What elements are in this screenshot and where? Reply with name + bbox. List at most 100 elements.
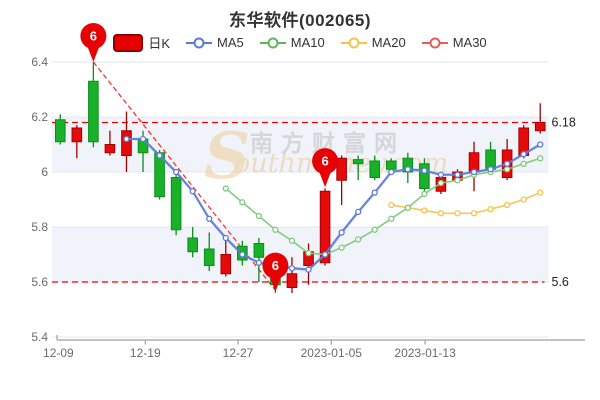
candle-body [534, 122, 546, 132]
ma-marker [470, 210, 478, 217]
ma-marker [437, 179, 445, 187]
y-axis-label: 5.6 [31, 275, 48, 289]
ma-marker [503, 166, 511, 173]
ma-marker [239, 199, 246, 206]
ma-marker [520, 160, 527, 167]
legend-label: MA5 [217, 35, 244, 50]
candle [170, 172, 182, 236]
ma-line-ma20 [388, 189, 544, 217]
ma-marker [388, 215, 395, 222]
candle-body [88, 80, 99, 143]
ma-marker [123, 135, 130, 143]
candle-body [385, 160, 397, 170]
candle-body [336, 157, 347, 181]
legend-item-kK[interactable]: 日K [113, 33, 170, 52]
candle-series [54, 62, 546, 293]
ma-marker [172, 168, 180, 176]
legend-item-MA10[interactable]: MA10 [259, 35, 325, 50]
ma-marker [222, 234, 229, 242]
ma-marker [305, 249, 312, 257]
candle-body [319, 190, 331, 264]
legend-item-MA20[interactable]: MA20 [340, 35, 406, 50]
line-legend-icon [259, 37, 286, 48]
legend-item-MA5[interactable]: MA5 [186, 35, 244, 50]
y-axis-label: 6.2 [31, 110, 48, 124]
ma-marker [404, 204, 411, 211]
ma-marker [272, 226, 279, 233]
ma-marker [371, 189, 378, 196]
ma-marker [156, 152, 163, 159]
ma-marker [537, 141, 544, 148]
pin-head [262, 252, 289, 279]
legend-label: 日K [148, 36, 171, 51]
ma-marker [454, 177, 461, 184]
candle [104, 130, 116, 156]
line-legend-icon [186, 37, 213, 48]
candle-body [286, 273, 298, 288]
candle [352, 155, 364, 181]
chart-title: 东华软件(002065) [228, 11, 372, 30]
watermark-logo: S [204, 119, 250, 194]
ma-marker [305, 266, 312, 273]
ma-marker [388, 168, 395, 176]
ma-marker [288, 265, 296, 272]
candle-body [203, 248, 215, 266]
ma-marker [487, 166, 494, 173]
candle [534, 103, 546, 134]
candle [203, 232, 215, 271]
candle-body [352, 159, 364, 165]
ma-marker [355, 208, 362, 216]
ma-marker [537, 155, 544, 162]
pin-tail [318, 170, 332, 188]
ma-marker [139, 135, 147, 143]
marker-pin: 6 [312, 148, 339, 188]
ma-marker [321, 251, 329, 258]
marker-pin: 6 [262, 252, 289, 292]
ma-marker [371, 226, 378, 233]
legend-label: MA30 [452, 35, 487, 50]
y-axis-label: 5.4 [31, 330, 48, 344]
candle-body [71, 127, 83, 143]
pin-head [80, 23, 107, 49]
ma-marker [338, 229, 345, 236]
ma-marker [470, 168, 478, 176]
pin-head [312, 148, 339, 175]
y-axis-label: 6.4 [31, 55, 48, 69]
ma-marker [437, 171, 445, 178]
ma-line-ma10 [222, 155, 544, 258]
candle-body [187, 237, 198, 253]
plot-band [52, 117, 549, 172]
ma-marker [189, 188, 196, 195]
pin-tail [268, 274, 282, 292]
price-line-label: 6.18 [552, 116, 576, 130]
legend-item-MA30[interactable]: MA30 [421, 35, 487, 50]
ma-marker [338, 244, 345, 251]
candle [336, 155, 347, 205]
candle-body [253, 243, 265, 258]
candle-body [369, 160, 381, 178]
line-legend-icon [340, 37, 367, 48]
x-axis-label: 12-27 [223, 346, 254, 360]
ma-marker [239, 251, 246, 258]
ma-marker [454, 210, 461, 217]
candle-body [104, 144, 116, 154]
x-axis-label: 12-19 [130, 346, 161, 360]
pin-label: 6 [272, 258, 279, 273]
ma-path [391, 191, 541, 215]
plot-band [52, 227, 549, 282]
candle [187, 227, 198, 258]
ma-marker [255, 259, 263, 266]
legend-label: MA10 [290, 35, 325, 50]
x-axis-label: 12-09 [43, 346, 74, 360]
ma-marker [454, 171, 461, 178]
candle [419, 158, 430, 192]
ma-marker [388, 201, 395, 209]
price-line-label: 5.6 [552, 275, 569, 289]
candle-body [170, 177, 182, 231]
ma-marker [404, 166, 411, 173]
ma-marker [355, 236, 362, 243]
pin-label: 6 [321, 154, 328, 169]
ma-marker [421, 207, 428, 214]
ma-marker [487, 205, 494, 213]
